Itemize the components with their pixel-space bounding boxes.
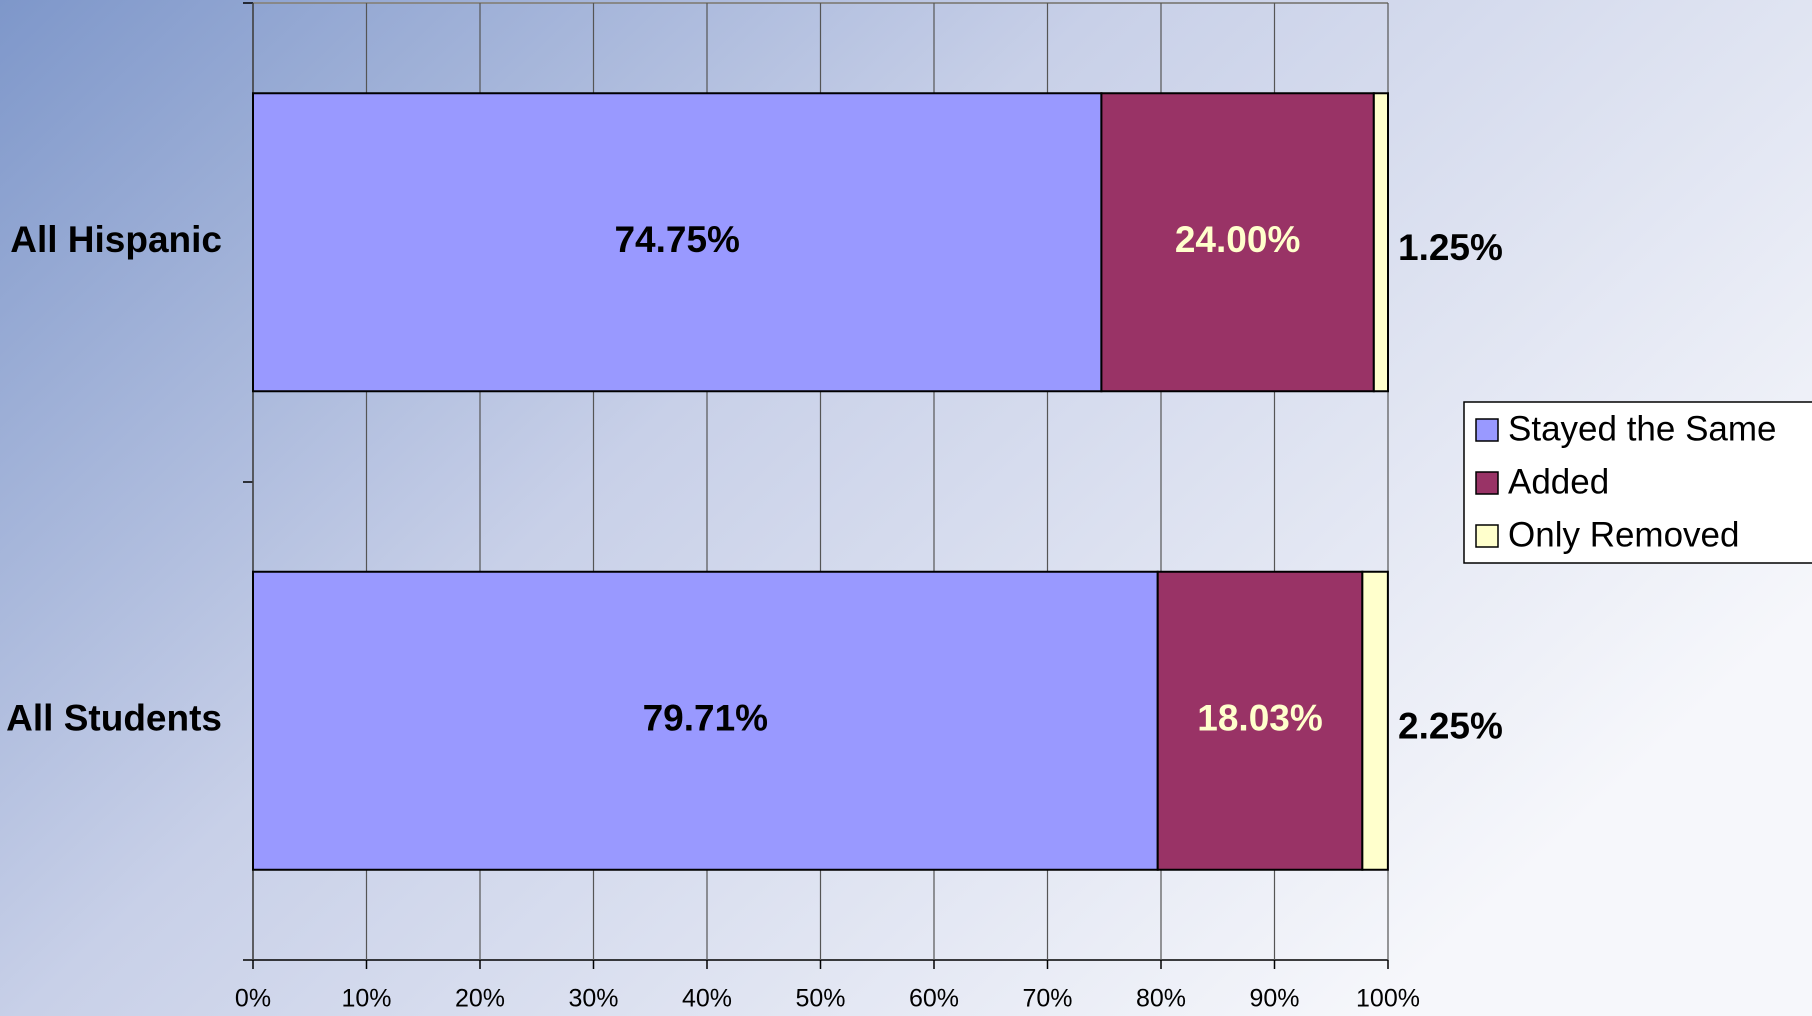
x-tick-label: 100% bbox=[1356, 985, 1420, 1013]
x-tick-label: 70% bbox=[1022, 985, 1072, 1013]
bar-segment bbox=[1361, 570, 1389, 871]
x-tick-label: 60% bbox=[909, 985, 959, 1013]
legend-label: Only Removed bbox=[1508, 515, 1739, 554]
value-label: 24.00% bbox=[1175, 219, 1301, 260]
value-label: 74.75% bbox=[614, 219, 740, 260]
legend-label: Stayed the Same bbox=[1508, 409, 1777, 448]
x-tick-label: 20% bbox=[455, 985, 505, 1013]
x-tick-label: 80% bbox=[1136, 985, 1186, 1013]
x-tick-label: 30% bbox=[568, 985, 618, 1013]
legend-label: Added bbox=[1508, 462, 1609, 501]
x-tick-label: 50% bbox=[795, 985, 845, 1013]
value-label: 79.71% bbox=[643, 698, 769, 739]
category-label: All Students bbox=[6, 698, 222, 739]
x-tick-label: 10% bbox=[341, 985, 391, 1013]
x-tick-label: 40% bbox=[682, 985, 732, 1013]
legend-swatch bbox=[1475, 471, 1499, 495]
legend-swatch bbox=[1475, 524, 1499, 548]
bar-segment bbox=[1156, 570, 1364, 871]
legend-box bbox=[1463, 401, 1812, 564]
value-label: 18.03% bbox=[1197, 698, 1323, 739]
x-tick-label: 0% bbox=[235, 985, 271, 1013]
value-label: 2.25% bbox=[1398, 706, 1503, 747]
category-label: All Hispanic bbox=[10, 219, 222, 260]
legend-swatch bbox=[1475, 418, 1499, 442]
bar-segment bbox=[252, 92, 1103, 393]
bar-segment bbox=[252, 570, 1159, 871]
bar-segment bbox=[1372, 92, 1389, 393]
value-label: 1.25% bbox=[1398, 227, 1503, 268]
x-tick-label: 90% bbox=[1249, 985, 1299, 1013]
